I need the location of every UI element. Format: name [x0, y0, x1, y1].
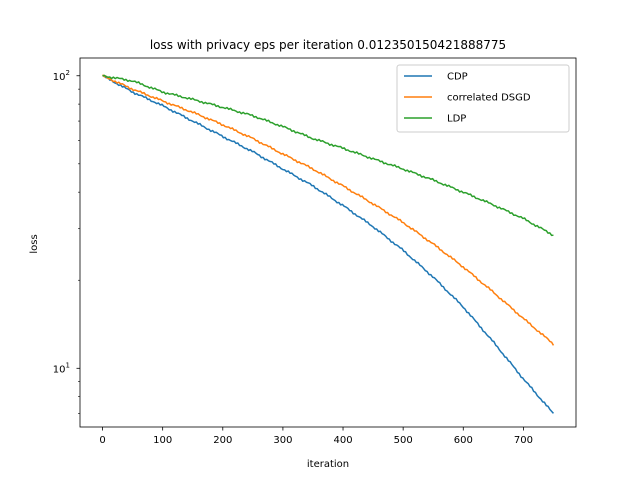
series-line-correlated-dsgd — [101, 74, 555, 346]
x-tick-label: 100 — [153, 435, 172, 446]
legend-box — [396, 64, 570, 133]
x-tick-label: 500 — [394, 435, 413, 446]
series-line-ldp — [102, 74, 554, 237]
plot-area-frame — [79, 57, 577, 428]
y-tick-label: 101 — [53, 361, 70, 375]
x-tick-label: 200 — [213, 435, 232, 446]
legend: CDP correlated DSGD LDP — [396, 64, 570, 133]
x-tick-label: 600 — [454, 435, 473, 446]
series-lines — [101, 74, 555, 414]
y-tick-label: 102 — [53, 69, 70, 83]
legend-label: correlated DSGD — [447, 93, 531, 104]
x-tick-label: 700 — [514, 435, 533, 446]
legend-label: LDP — [447, 114, 466, 125]
y-axis-label: loss — [29, 234, 40, 253]
chart-title: loss with privacy eps per iteration 0.01… — [150, 38, 506, 52]
legend-label: CDP — [447, 72, 468, 83]
series-line-cdp — [102, 75, 555, 414]
x-axis-label: iteration — [307, 459, 349, 470]
x-tick-label: 400 — [333, 435, 352, 446]
x-tick-label: 0 — [99, 435, 105, 446]
x-tick-label: 300 — [273, 435, 292, 446]
